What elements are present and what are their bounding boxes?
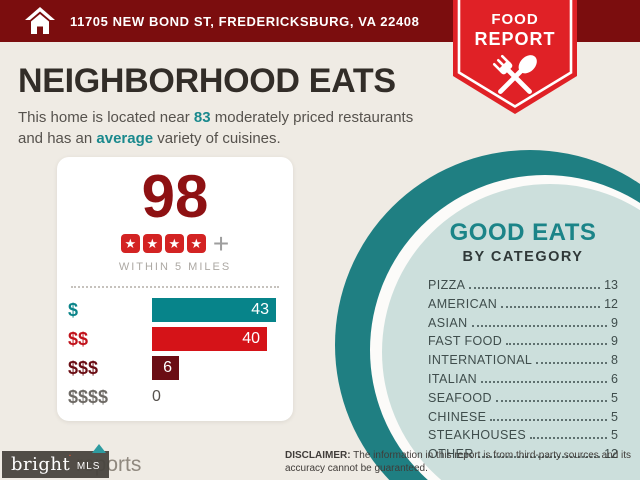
bar-area: 0 <box>152 385 276 409</box>
category-list: PIZZA 13 AMERICAN 12 ASIAN 9 FAST FOOD 9 INTERNA… <box>428 278 618 461</box>
category-row: ITALIAN 6 <box>428 372 618 386</box>
category-name: ASIAN <box>428 315 468 330</box>
category-value: 9 <box>611 334 618 349</box>
chart-row: $$ 40 <box>68 327 276 351</box>
disclaimer-text: The information in this report is from t… <box>285 450 632 474</box>
property-address: 11705 NEW BOND ST, FREDERICKSBURG, VA 22… <box>70 13 420 29</box>
price-tier-label: $$$$ <box>68 386 109 407</box>
bar-value: 43 <box>251 301 269 318</box>
good-eats-subtitle: BY CATEGORY <box>462 249 584 265</box>
bright-logo-text: bright <box>11 454 71 475</box>
star-icon: ★ <box>120 234 140 253</box>
restaurant-count: 83 <box>193 109 211 126</box>
category-name: OTHER <box>428 447 474 462</box>
rating-row: ★ ★ ★ ★ + <box>57 228 293 259</box>
variety-highlight: average <box>96 129 154 147</box>
bright-mls-logo: bright ˙ MLS <box>2 451 110 478</box>
star-icon: ★ <box>186 234 206 253</box>
category-row: ASIAN 9 <box>428 316 618 330</box>
stars: ★ ★ ★ ★ <box>120 234 206 253</box>
price-tier-label: $ <box>68 299 79 320</box>
bar-value: 0 <box>152 388 161 405</box>
bright-logo-dot: ˙ <box>68 451 73 468</box>
dotted-leader <box>501 305 601 308</box>
disclaimer: DISCLAIMER: The information in this repo… <box>285 449 635 475</box>
good-eats-title: GOOD EATS <box>449 219 597 246</box>
chart-row: $$$$ 0 <box>68 385 276 409</box>
category-row: FAST FOOD 9 <box>428 334 618 348</box>
category-value: 6 <box>611 371 618 386</box>
intro-part1: This home is located near <box>18 109 194 126</box>
dotted-leader <box>536 362 608 365</box>
category-row: OTHER 12 <box>428 447 618 461</box>
star-icon: ★ <box>164 234 184 253</box>
badge-line1: FOOD <box>491 11 539 28</box>
good-eats-panel: GOOD EATS BY CATEGORY PIZZA 13 AMERICAN 12 A… <box>428 219 618 466</box>
bar-area: 43 <box>152 298 276 322</box>
badge-shape <box>453 0 577 114</box>
dotted-leader <box>471 324 608 327</box>
radius-label: WITHIN 5 MILES <box>118 261 232 273</box>
disclaimer-label: DISCLAIMER: <box>285 450 351 461</box>
category-name: INTERNATIONAL <box>428 353 533 368</box>
category-value: 8 <box>611 353 618 368</box>
intro-part3: variety of cuisines. <box>153 129 281 147</box>
food-report-badge: FOOD REPORT <box>453 0 577 118</box>
dotted-leader <box>530 437 608 440</box>
dotted-leader <box>469 287 601 289</box>
bar-area: 40 <box>152 327 276 351</box>
dotted-leader <box>490 418 608 421</box>
category-value: 5 <box>611 390 618 405</box>
dotted-leader <box>477 456 601 459</box>
category-value: 5 <box>611 428 618 443</box>
utensils-icon <box>492 54 537 94</box>
category-value: 12 <box>604 447 618 462</box>
reports-house-icon <box>92 444 106 453</box>
plus-icon: + <box>212 228 230 259</box>
food-score: 98 <box>141 163 209 230</box>
category-row: SEAFOOD 5 <box>428 391 618 405</box>
price-tier-label: $$$ <box>68 357 99 378</box>
category-value: 12 <box>604 296 618 311</box>
category-value: 13 <box>604 278 618 292</box>
page-title: NEIGHBORHOOD EATS <box>18 62 396 100</box>
category-name: FAST FOOD <box>428 334 503 349</box>
mls-logo-text: MLS <box>76 461 101 472</box>
category-name: SEAFOOD <box>428 390 492 405</box>
bar-value: 40 <box>242 330 260 347</box>
category-name: CHINESE <box>428 409 487 424</box>
category-name: ITALIAN <box>428 371 478 386</box>
star-icon: ★ <box>142 234 162 253</box>
category-value: 9 <box>611 315 618 330</box>
category-value: 5 <box>611 409 618 424</box>
category-name: STEAKHOUSES <box>428 428 527 443</box>
price-tier-label: $$ <box>68 328 89 349</box>
category-name: PIZZA <box>428 278 466 292</box>
value-bar: 43 <box>152 298 276 322</box>
score-card: 98 ★ ★ ★ ★ + WITHIN 5 MILES $43 $$ 40 $$$ 6 $$$$… <box>57 157 293 421</box>
home-icon <box>25 7 55 34</box>
card-divider <box>71 286 279 288</box>
bar-area: 6 <box>152 356 276 380</box>
chart-row: $$$ 6 <box>68 356 276 380</box>
category-row: STEAKHOUSES 5 <box>428 428 618 442</box>
intro-text: This home is located near 83 moderately … <box>18 108 434 149</box>
badge-line2: REPORT <box>474 29 556 49</box>
price-chart: $43 $$ 40 $$$ 6 $$$$ 0 <box>57 298 293 409</box>
bar-value: 6 <box>163 359 172 376</box>
category-row: PIZZA 13 <box>428 278 618 292</box>
category-row: CHINESE 5 <box>428 410 618 424</box>
chart-row: $43 <box>68 298 276 322</box>
value-bar: 6 <box>152 356 179 380</box>
category-name: AMERICAN <box>428 296 498 311</box>
category-row: AMERICAN 12 <box>428 297 618 311</box>
dotted-leader <box>506 343 608 346</box>
value-bar: 40 <box>152 327 267 351</box>
intro-part2: moderately priced restaurants and has an <box>18 109 414 147</box>
dotted-leader <box>481 380 608 383</box>
category-row: INTERNATIONAL 8 <box>428 353 618 367</box>
dotted-leader <box>495 399 608 402</box>
